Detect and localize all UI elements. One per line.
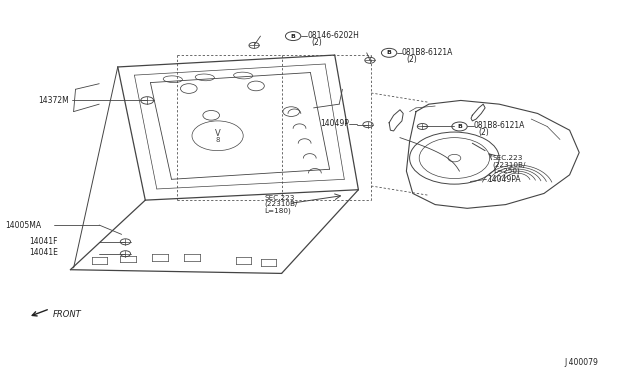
Text: L=250): L=250) <box>493 167 520 174</box>
Text: 08146-6202H: 08146-6202H <box>307 31 359 40</box>
Text: 14041F: 14041F <box>29 237 58 246</box>
Text: (2): (2) <box>406 55 417 64</box>
Text: L=180): L=180) <box>264 207 291 214</box>
Text: 081B8-6121A: 081B8-6121A <box>402 48 453 57</box>
Text: SEC.223: SEC.223 <box>493 155 523 161</box>
Text: 081B8-6121A: 081B8-6121A <box>474 121 525 130</box>
Text: 14049PA: 14049PA <box>488 175 522 184</box>
Text: (22310B/: (22310B/ <box>493 161 526 168</box>
Text: 14041E: 14041E <box>29 248 58 257</box>
Text: 14372M: 14372M <box>38 96 69 105</box>
Text: B: B <box>387 50 392 55</box>
Text: (2): (2) <box>479 128 490 137</box>
Text: SEC.223: SEC.223 <box>264 195 294 201</box>
Text: (22310B/: (22310B/ <box>264 201 298 208</box>
Text: 8: 8 <box>215 137 220 142</box>
Text: FRONT: FRONT <box>52 310 81 319</box>
Text: (2): (2) <box>312 38 323 47</box>
Text: J 400079: J 400079 <box>564 358 598 367</box>
Text: 14049P: 14049P <box>320 119 349 128</box>
Text: B: B <box>291 33 296 39</box>
Text: V: V <box>215 129 220 138</box>
Text: 14005MA: 14005MA <box>5 221 41 230</box>
Text: B: B <box>457 124 462 129</box>
